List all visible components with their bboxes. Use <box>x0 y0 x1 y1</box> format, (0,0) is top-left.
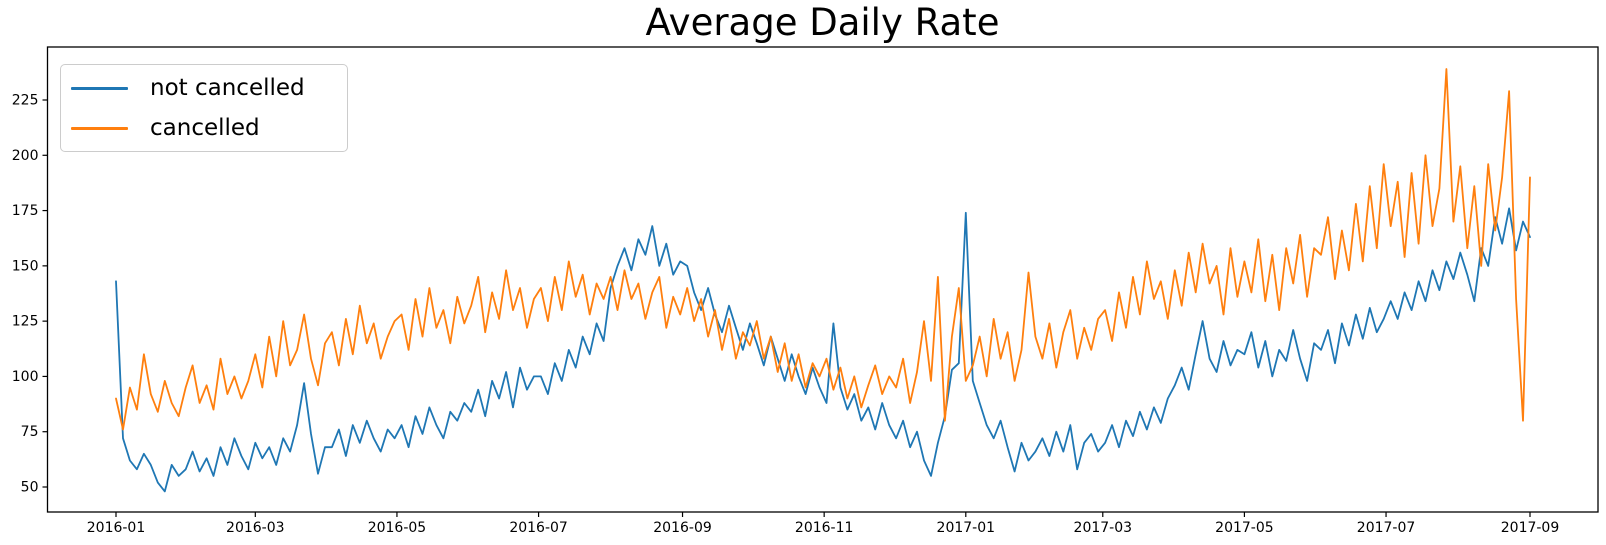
axes-frame <box>46 46 1599 513</box>
legend-line-sample-not-cancelled <box>71 86 128 90</box>
x-tick-label: 2016-09 <box>653 520 712 536</box>
y-tick-label: 50 <box>21 480 39 496</box>
y-tick-label: 225 <box>12 93 39 109</box>
x-tick-label: 2017-09 <box>1501 520 1560 536</box>
y-tick-label: 125 <box>12 314 39 330</box>
y-tick-label: 175 <box>12 203 39 219</box>
series-line-not-cancelled <box>115 207 1531 493</box>
y-tick-label: 100 <box>12 369 39 385</box>
legend-item-cancelled: cancelled <box>61 108 347 148</box>
y-tick-label: 75 <box>21 424 39 440</box>
x-tick-label: 2017-01 <box>937 520 996 536</box>
legend-item-not-cancelled: not cancelled <box>61 68 347 108</box>
y-tick-label: 150 <box>12 258 39 274</box>
x-tick-label: 2016-07 <box>509 520 568 536</box>
x-tick-label: 2016-11 <box>795 520 854 536</box>
y-tick-label: 200 <box>12 148 39 164</box>
legend-line-sample-cancelled <box>71 126 128 130</box>
x-tick-label: 2017-03 <box>1074 520 1133 536</box>
series-line-cancelled <box>115 68 1531 431</box>
legend-label-not-cancelled: not cancelled <box>150 74 305 101</box>
x-tick-label: 2017-07 <box>1357 520 1416 536</box>
legend: not cancelled cancelled <box>60 64 348 152</box>
chart-title: Average Daily Rate <box>645 1 1000 44</box>
x-tick-label: 2017-05 <box>1215 520 1274 536</box>
x-tick-label: 2016-01 <box>87 520 146 536</box>
x-tick-label: 2016-05 <box>368 520 427 536</box>
legend-label-cancelled: cancelled <box>150 114 260 141</box>
x-tick-label: 2016-03 <box>226 520 285 536</box>
